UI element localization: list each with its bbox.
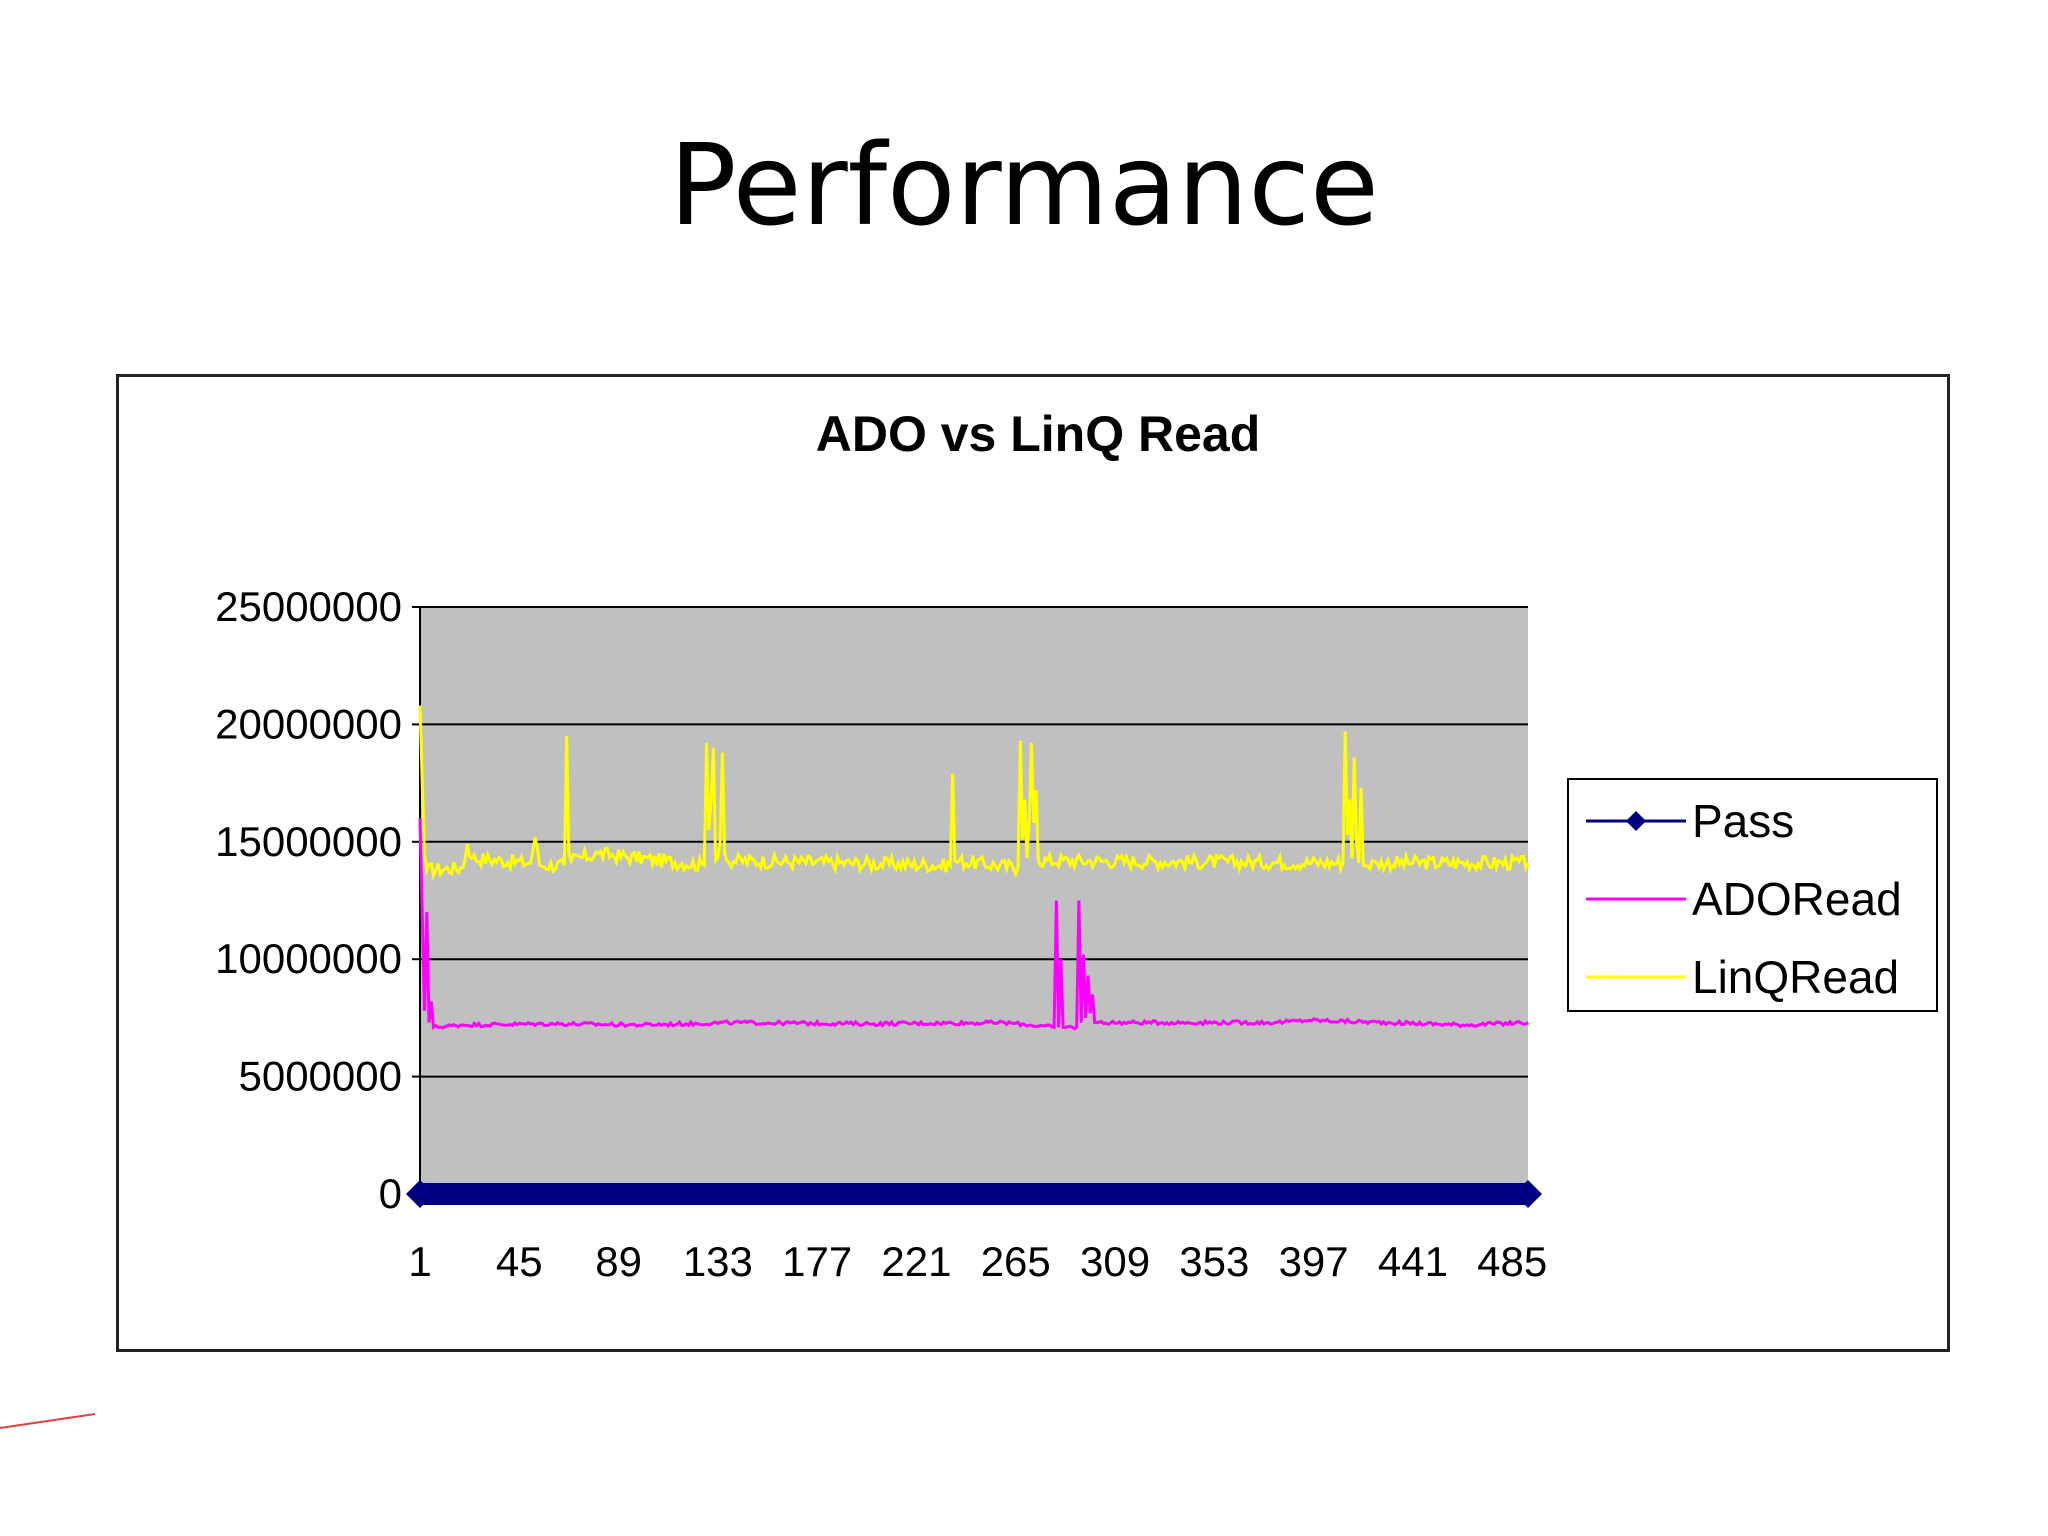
chart-title: ADO vs LinQ Read (816, 406, 1261, 462)
y-tick-label: 20000000 (215, 700, 402, 747)
y-tick-label: 15000000 (215, 818, 402, 865)
x-tick-label: 353 (1179, 1238, 1249, 1285)
plot-area (420, 607, 1528, 1194)
chart-frame: ADO vs LinQ Read 25000000 20000000 1500000… (116, 374, 1950, 1352)
y-tick-label: 0 (379, 1170, 402, 1217)
series-pass-marker (1514, 1180, 1542, 1208)
series-pass-marker (406, 1180, 434, 1208)
series-linqread-line (418, 705, 1530, 881)
legend-label-linqread: LinQRead (1692, 951, 1899, 1003)
x-tick-label: 133 (683, 1238, 753, 1285)
x-tick-label: 1 (408, 1238, 431, 1285)
legend-label-pass: Pass (1692, 795, 1794, 847)
x-tick-label: 397 (1279, 1238, 1349, 1285)
x-tick-label: 45 (496, 1238, 543, 1285)
legend-marker-pass (1626, 811, 1646, 831)
x-tick-label: 309 (1080, 1238, 1150, 1285)
x-tick-label: 485 (1477, 1238, 1547, 1285)
x-tick-label: 441 (1378, 1238, 1448, 1285)
x-tick-label: 89 (595, 1238, 642, 1285)
chart-svg: ADO vs LinQ Read 25000000200000001500000… (215, 406, 1938, 1285)
legend-label-adoread: ADORead (1692, 873, 1902, 925)
x-tick-label: 177 (782, 1238, 852, 1285)
series-adoread-line (418, 818, 1529, 1031)
y-tick-label: 5000000 (238, 1053, 402, 1100)
y-tick-label: 25000000 (215, 583, 402, 630)
decorative-red-stroke (0, 1413, 96, 1429)
x-tick-label: 265 (981, 1238, 1051, 1285)
x-tick-label: 221 (881, 1238, 951, 1285)
slide-title: Performance (669, 121, 1379, 251)
y-tick-label: 10000000 (215, 935, 402, 982)
